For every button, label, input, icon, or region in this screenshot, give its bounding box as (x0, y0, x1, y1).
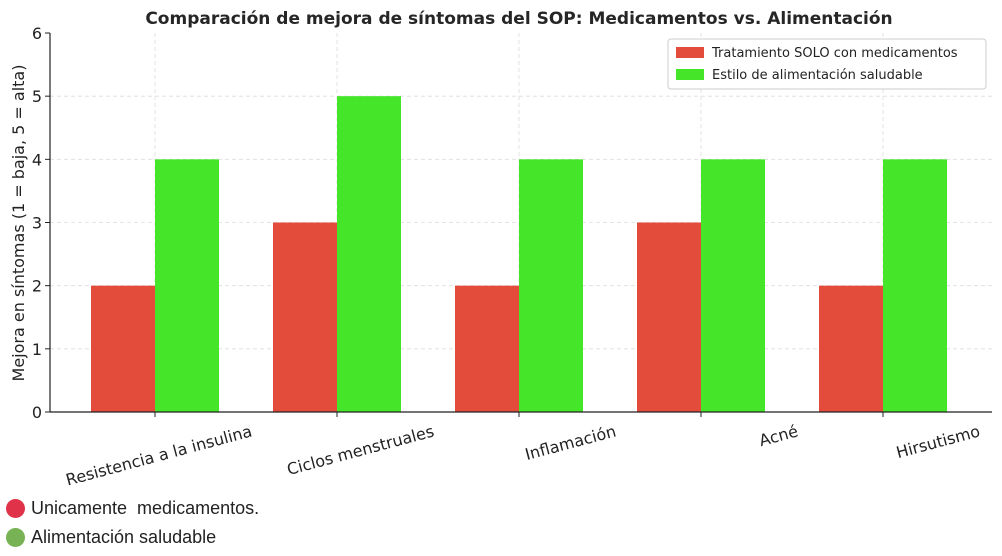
green-dot-icon (6, 528, 25, 547)
y-tick-label: 5 (32, 87, 42, 106)
bar (883, 159, 947, 412)
bars (91, 96, 947, 413)
y-tick-label: 4 (32, 150, 42, 169)
bar (455, 285, 519, 412)
legend-swatch (676, 69, 704, 80)
x-tick-label: Hirsutismo (894, 422, 982, 463)
bar-chart: Comparación de mejora de síntomas del SO… (9, 9, 992, 490)
bar (337, 96, 401, 413)
note-medication-text: Unicamente medicamentos. (31, 498, 260, 518)
y-tick-label: 3 (32, 214, 42, 233)
y-tick-label: 1 (32, 340, 42, 359)
bar (519, 159, 583, 412)
x-tick-label: Ciclos menstruales (285, 422, 436, 480)
x-tick-label: Inflamación (523, 422, 618, 465)
bar (91, 285, 155, 412)
y-ticks: 0 1 2 3 4 5 6 (32, 24, 50, 422)
legend-box (667, 38, 987, 90)
notes: Unicamente medicamentos. Alimentación sa… (6, 494, 259, 552)
legend-swatch (676, 47, 704, 58)
x-categories: Resistencia a la insulina Ciclos menstrua… (64, 412, 982, 490)
note-diet-text: Alimentación saludable (31, 527, 217, 547)
bar (819, 285, 883, 412)
note-row-medication: Unicamente medicamentos. (6, 494, 259, 523)
red-dot-icon (6, 499, 25, 518)
y-axis-label: Mejora en síntomas (1 = baja, 5 = alta) (9, 65, 28, 382)
note-row-diet: Alimentación saludable (6, 523, 259, 552)
x-tick-label: Acné (757, 422, 800, 451)
y-tick-label: 6 (32, 24, 42, 43)
legend-label: Estilo de alimentación saludable (712, 68, 923, 83)
bar (155, 159, 219, 412)
bar (637, 222, 701, 412)
legend-label: Tratamiento SOLO con medicamentos (711, 46, 958, 61)
bar (701, 159, 765, 412)
legend: Tratamiento SOLO con medicamentos Estilo … (667, 38, 987, 90)
y-tick-label: 2 (32, 277, 42, 296)
x-tick-label: Resistencia a la insulina (64, 422, 254, 490)
chart-title: Comparación de mejora de síntomas del SO… (145, 9, 892, 29)
y-tick-label: 0 (32, 403, 42, 422)
bar (273, 222, 337, 412)
